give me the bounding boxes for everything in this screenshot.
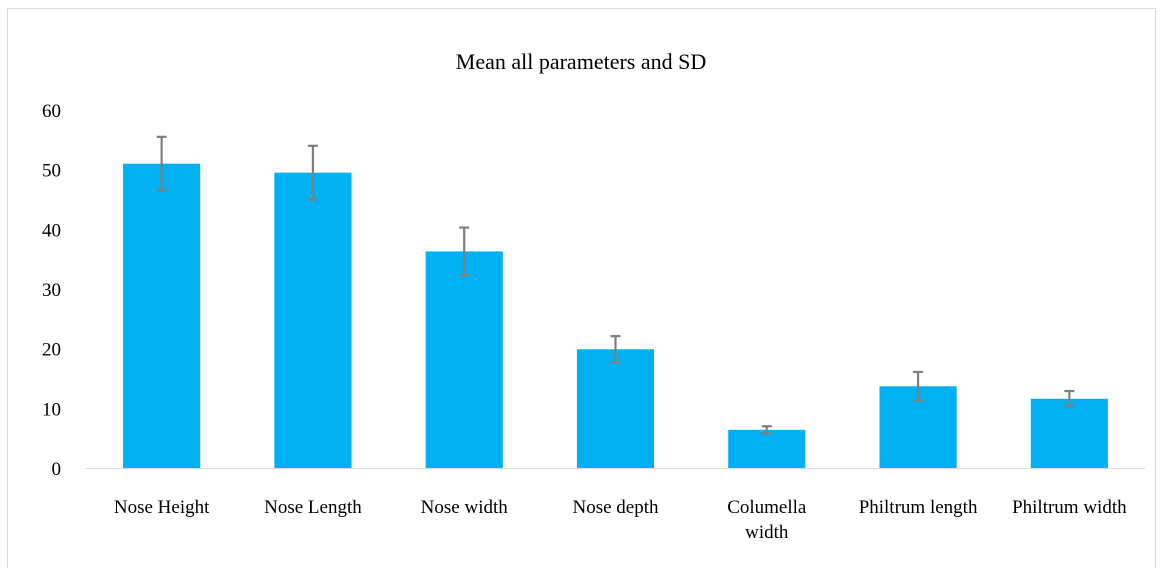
error-bar [913,370,924,402]
bars [123,163,1108,468]
x-tick-label: Philtrum length [859,497,978,518]
bar [576,349,655,468]
error-bar [156,135,167,192]
y-tick-label: 0 [52,459,62,480]
error-bars [156,135,1075,435]
y-tick-label: 50 [42,161,61,182]
bar [425,251,503,468]
error-bar [459,226,470,277]
x-tick-label: Nose Height [114,497,210,518]
x-axis: Nose Height Nose Length Nose width Nose dep… [114,497,1127,543]
chart-frame [7,8,1156,568]
y-axis: 0 10 20 30 40 50 60 [42,101,61,480]
x-tick-label: Philtrum width [1012,497,1127,518]
bar [274,172,352,468]
error-bar [761,425,772,435]
error-bar [1064,389,1075,408]
x-tick-label: Nose depth [572,497,659,518]
x-tick-label: Columella [727,497,807,518]
y-tick-label: 30 [42,280,61,301]
y-tick-label: 10 [42,399,61,420]
x-tick-label: Nose width [421,497,509,518]
y-tick-label: 60 [42,101,61,122]
x-tick-label: Nose Length [264,497,362,518]
error-bar [610,335,621,364]
chart-title: Mean all parameters and SD [456,49,706,74]
error-bar [307,144,318,201]
y-tick-label: 20 [42,340,61,361]
bar [1030,398,1108,468]
y-tick-label: 40 [42,220,61,241]
bar [123,163,201,468]
bar [728,429,806,468]
x-tick-label: width [745,522,789,543]
